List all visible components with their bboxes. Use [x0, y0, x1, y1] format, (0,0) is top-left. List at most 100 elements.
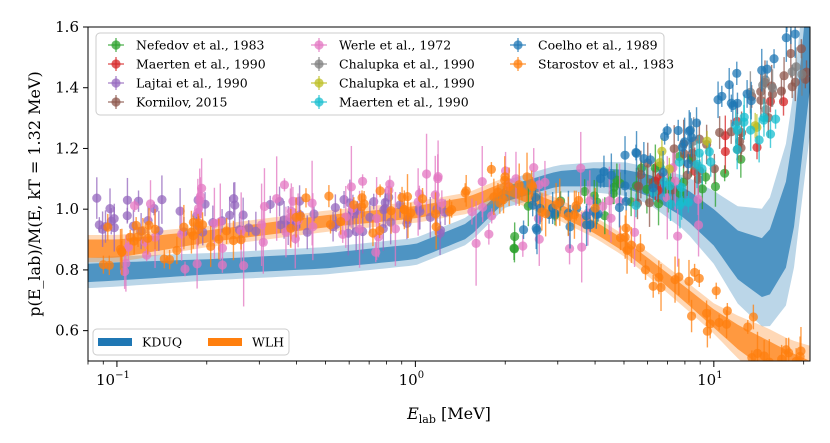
data-point — [685, 125, 695, 135]
data-point — [179, 222, 189, 232]
data-point — [477, 177, 487, 187]
data-point — [743, 322, 753, 332]
data-point — [694, 148, 704, 158]
data-point — [325, 220, 336, 230]
band-legend-item: WLH — [208, 335, 284, 350]
data-point — [662, 126, 672, 136]
data-point — [529, 163, 539, 173]
plot-frame — [87, 26, 811, 362]
data-point — [706, 157, 716, 167]
data-point — [385, 179, 395, 189]
data-point — [673, 125, 683, 136]
data-point — [217, 260, 227, 270]
data-point — [390, 224, 401, 234]
data-point — [739, 112, 749, 122]
legend-item: Kornilov, 2015 — [108, 95, 227, 110]
legend-label: Werle et al., 1972 — [339, 38, 451, 53]
data-point — [655, 157, 665, 168]
data-point — [117, 246, 127, 257]
data-point — [686, 311, 697, 321]
data-point — [797, 69, 807, 79]
band-legend-swatch — [98, 338, 132, 346]
data-point — [228, 235, 239, 246]
legend-label: Coelho et al., 1989 — [538, 38, 658, 53]
data-point — [704, 147, 714, 157]
data-point — [478, 202, 488, 212]
data-point — [309, 209, 319, 219]
data-point — [687, 148, 697, 158]
legend-label: Maerten et al., 1990 — [136, 57, 266, 72]
data-point — [357, 176, 368, 186]
x-tick-label: 100 — [399, 370, 424, 389]
data-point — [486, 164, 496, 174]
data-point — [123, 242, 134, 252]
band-legend-label: WLH — [252, 335, 284, 350]
y-tick-label: 1.6 — [55, 18, 79, 36]
data-point — [122, 195, 133, 205]
data-point — [693, 174, 703, 185]
data-point — [157, 195, 167, 205]
data-point — [732, 68, 742, 78]
data-point — [229, 194, 239, 204]
data-point — [683, 197, 693, 207]
data-point — [640, 265, 651, 275]
data-point — [272, 193, 282, 204]
data-point — [336, 216, 346, 227]
data-point — [197, 183, 207, 193]
y-tick-label: 1.2 — [55, 139, 79, 157]
data-point — [631, 200, 641, 210]
data-point — [790, 77, 800, 87]
series-9 — [98, 152, 806, 361]
series-7 — [631, 94, 781, 229]
data-point — [675, 200, 685, 210]
band-legend-box — [92, 328, 290, 356]
data-point — [522, 172, 532, 182]
data-point — [781, 33, 791, 43]
data-point — [621, 223, 631, 233]
data-point — [580, 186, 590, 197]
data-point — [683, 159, 693, 169]
data-point — [669, 144, 679, 154]
data-point — [487, 211, 497, 221]
data-point — [754, 135, 764, 145]
x-axis-label-main: E — [406, 404, 419, 423]
data-point — [658, 167, 668, 177]
data-point — [585, 196, 595, 206]
data-point — [258, 237, 268, 247]
data-point — [555, 197, 565, 207]
data-point — [670, 275, 680, 285]
data-point — [399, 205, 409, 215]
x-tick-label: 10−1 — [96, 370, 130, 389]
data-point — [301, 193, 311, 203]
data-point — [125, 232, 135, 242]
data-point — [417, 194, 428, 204]
legend-item: Lajtai et al., 1990 — [108, 76, 248, 91]
data-point — [626, 240, 636, 250]
data-point — [259, 201, 270, 212]
data-point — [467, 206, 477, 217]
legend-item: Maerten et al., 1990 — [108, 57, 266, 72]
data-point — [714, 317, 724, 328]
legend-marker — [314, 40, 324, 50]
data-point — [620, 181, 630, 191]
data-point — [244, 223, 254, 233]
series-8 — [518, 27, 800, 255]
data-point — [386, 206, 396, 216]
legend-item: Werle et al., 1972 — [311, 38, 451, 53]
data-point — [164, 254, 175, 265]
legend-label: Starostov et al., 1983 — [538, 57, 674, 72]
data-point — [756, 95, 766, 105]
data-point — [645, 155, 655, 165]
data-point — [195, 191, 205, 201]
data-point — [770, 114, 781, 124]
data-point — [239, 261, 249, 271]
data-point — [752, 348, 763, 358]
data-point — [598, 201, 608, 211]
data-point — [631, 147, 641, 158]
data-point — [444, 206, 455, 217]
legend-marker — [513, 40, 523, 50]
data-point — [767, 83, 778, 93]
data-point — [648, 281, 658, 291]
band-kduq-inner — [88, 27, 810, 297]
data-point — [648, 183, 658, 193]
